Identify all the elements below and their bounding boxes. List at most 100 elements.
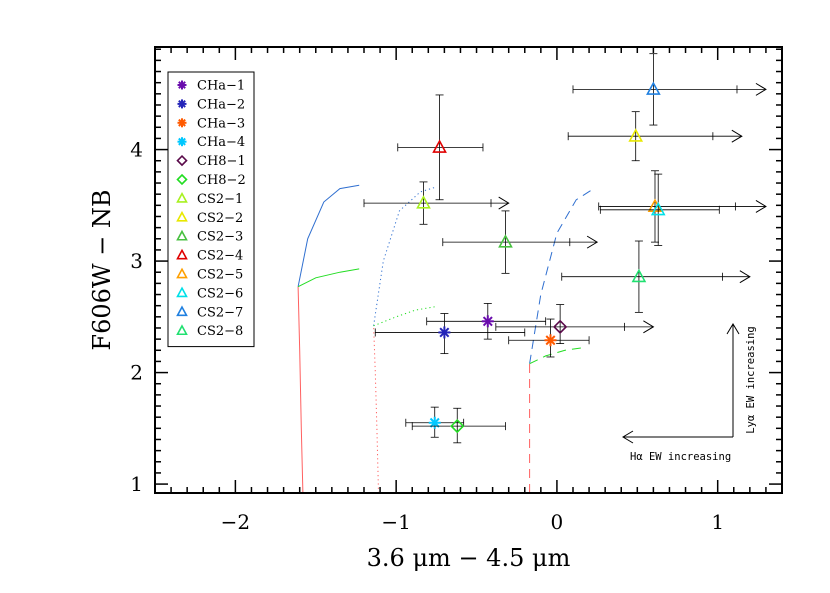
legend-label: CS2−3	[197, 230, 243, 245]
data-point	[508, 318, 590, 358]
legend-item: CH8−2	[176, 173, 246, 188]
asterisk-stroke	[429, 417, 440, 428]
legend-item: CH8−1	[176, 154, 246, 169]
asterisk-stroke	[482, 316, 493, 327]
legend-item: CS2−8	[176, 324, 243, 339]
model-track	[297, 268, 360, 288]
asterisk-stroke	[178, 100, 186, 108]
x-tick-label: 1	[711, 510, 724, 534]
y-axis-title: F606W − NB	[88, 189, 116, 350]
plot-frame	[154, 46, 783, 494]
legend-marker	[176, 229, 188, 241]
model-track	[373, 187, 435, 326]
legend-label: CS2−8	[197, 324, 243, 339]
marker-triangle	[631, 268, 647, 283]
legend-marker	[176, 286, 188, 298]
legend-marker	[176, 324, 188, 336]
legend-marker	[177, 118, 187, 128]
limit-arrow	[739, 270, 751, 284]
model-tracks	[297, 184, 596, 494]
limit-arrow	[755, 82, 767, 96]
asterisk-stroke	[439, 327, 450, 338]
asterisk-stroke	[545, 335, 556, 346]
legend-item: CS2−1	[176, 192, 243, 207]
data-point	[405, 406, 465, 438]
legend-marker	[176, 210, 188, 222]
tick-labels: −2 −1 0 1 1 2 3 4	[130, 138, 724, 534]
legend-item: CHa−2	[177, 97, 245, 112]
legend-item: CHa−4	[177, 135, 245, 150]
legend-item: CS2−6	[176, 286, 243, 301]
legend-item: CS2−4	[176, 249, 243, 264]
data-point	[599, 173, 720, 246]
marker-diamond	[450, 418, 465, 434]
limit-arrow	[498, 196, 510, 210]
x-tick-label: 0	[551, 510, 564, 534]
data-point	[598, 170, 767, 243]
data-point	[397, 94, 484, 201]
legend-item: CS2−5	[176, 267, 243, 283]
legend-label: CH8−2	[197, 173, 246, 188]
model-track	[373, 325, 379, 494]
asterisk-stroke	[178, 137, 186, 146]
y-tick-label: 3	[130, 249, 143, 273]
axis-ticks	[155, 47, 783, 493]
annotation-arrows: Hα EW increasing Lyα EW increasing	[622, 323, 757, 463]
y-tick-label: 2	[130, 361, 143, 385]
data-point	[374, 313, 526, 355]
marker-triangle	[646, 81, 661, 95]
legend-item: CS2−7	[176, 305, 243, 320]
legend-label: CHa−3	[197, 116, 245, 131]
marker-diamond	[553, 319, 568, 334]
legend-label: CHa−2	[197, 97, 245, 112]
marker-asterisk	[481, 315, 494, 328]
x-axis-title: 3.6 μm − 4.5 μm	[367, 544, 571, 572]
legend-marker	[177, 137, 187, 147]
legend-label: CS2−5	[197, 268, 243, 283]
limit-arrow	[731, 129, 743, 143]
marker-triangle	[416, 195, 431, 209]
data-point	[442, 210, 599, 274]
legend-marker	[176, 192, 188, 203]
model-track	[529, 347, 582, 365]
legend-label: CS2−6	[197, 286, 243, 301]
asterisk-stroke	[178, 118, 186, 127]
legend-label: CS2−4	[197, 249, 243, 264]
marker-triangle	[650, 201, 666, 216]
legend-label: CS2−2	[197, 211, 243, 226]
ha-ew-annotation: Hα EW increasing	[630, 451, 731, 463]
legend-label: CS2−1	[197, 192, 243, 207]
legend-label: CH8−1	[197, 154, 246, 169]
data-point	[495, 304, 655, 344]
legend-marker	[177, 80, 187, 90]
data-point	[363, 181, 510, 225]
marker-asterisk	[544, 334, 557, 347]
legend-item: CS2−2	[176, 210, 243, 226]
legend-marker	[176, 305, 188, 317]
legend-label: CHa−4	[197, 135, 245, 150]
data-point	[561, 240, 751, 313]
legend-box	[167, 71, 255, 348]
limit-arrow	[755, 200, 767, 213]
marker-asterisk	[428, 416, 441, 429]
legend-marker	[176, 173, 188, 186]
legend-item: CHa−3	[177, 116, 245, 131]
legend-label: CS2−7	[197, 305, 243, 320]
marker-triangle	[498, 234, 513, 248]
legend-item: CS2−3	[176, 229, 243, 245]
x-tick-label: −2	[221, 510, 250, 534]
asterisk-stroke	[178, 81, 186, 89]
x-tick-label: −1	[381, 510, 410, 534]
data-point	[572, 53, 767, 126]
limit-arrow	[586, 235, 599, 249]
legend-marker	[176, 267, 188, 279]
marker-triangle	[628, 128, 644, 142]
data-point	[411, 407, 506, 444]
data-points	[363, 53, 767, 444]
legend-marker	[177, 99, 187, 109]
model-track	[373, 306, 435, 327]
model-track	[529, 187, 596, 364]
limit-arrow	[643, 320, 655, 334]
legend: CHa−1 CHa−2 CHa−3 CHa−4 CH8−1 CH8−2 CS2−1 CS2−2…	[167, 71, 255, 348]
